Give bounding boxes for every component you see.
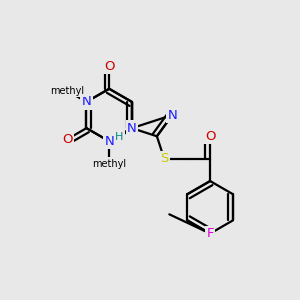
Text: S: S — [160, 152, 168, 165]
Text: O: O — [104, 60, 114, 73]
Text: N: N — [167, 109, 177, 122]
Text: H: H — [115, 132, 123, 142]
Text: N: N — [104, 135, 114, 148]
Text: methyl: methyl — [92, 159, 126, 169]
Text: N: N — [82, 95, 91, 108]
Text: O: O — [205, 130, 215, 143]
Text: methyl: methyl — [50, 86, 84, 96]
Text: O: O — [62, 133, 72, 146]
Text: N: N — [127, 122, 137, 135]
Text: F: F — [206, 227, 214, 240]
